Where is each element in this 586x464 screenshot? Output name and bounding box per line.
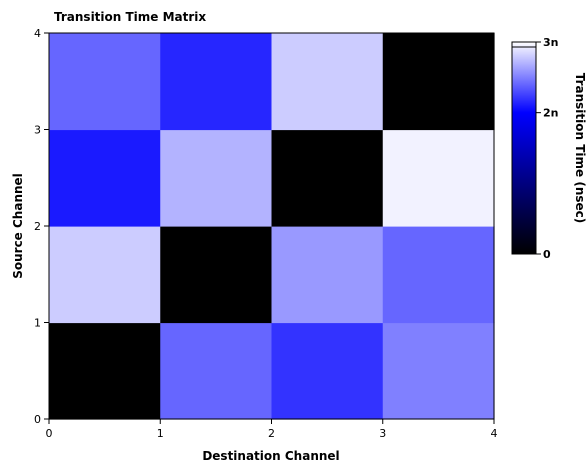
heatmap-cell-src0-dst0: [49, 322, 161, 420]
x-tick-label: 0: [46, 427, 53, 440]
heatmap-cell-src0-dst3: [382, 322, 495, 420]
y-tick-label: 0: [34, 413, 41, 426]
colorbar-tick-label: 3n: [543, 36, 559, 49]
heatmap-cell-src3-dst3: [382, 33, 495, 131]
y-axis-label: Source Channel: [11, 173, 25, 279]
heatmap-cell-src2-dst3: [382, 129, 495, 227]
colorbar-ticks: 0 2n 3n: [536, 36, 559, 261]
heatmap-cell-src0-dst2: [271, 322, 384, 420]
heatmap-cell-src3-dst2: [271, 33, 384, 131]
heatmap-cells: [49, 33, 495, 420]
colorbar-gradient: [511, 41, 537, 255]
x-tick-label: 1: [157, 427, 164, 440]
heatmap-cell-src2-dst2: [271, 129, 384, 227]
chart-title: Transition Time Matrix: [54, 10, 206, 24]
x-tick-label: 4: [491, 427, 498, 440]
heatmap-cell-src1-dst3: [382, 226, 495, 324]
y-tick-label: 1: [34, 317, 41, 330]
heatmap-cell-src3-dst0: [49, 33, 161, 131]
colorbar: 0 2n 3n Transition Time (nsec): [511, 36, 586, 261]
colorbar-tick-label: 2n: [543, 107, 559, 120]
heatmap-cell-src2-dst0: [49, 129, 161, 227]
colorbar-label: Transition Time (nsec): [573, 73, 586, 224]
y-tick-label: 3: [34, 124, 41, 137]
heatmap-cell-src1-dst2: [271, 226, 384, 324]
x-axis-label: Destination Channel: [202, 449, 339, 463]
colorbar-tick-label: 0: [543, 248, 551, 261]
heatmap-cell-src0-dst1: [160, 322, 273, 420]
x-axis: 0 1 2 3 4: [46, 419, 498, 440]
x-tick-label: 2: [268, 427, 275, 440]
heatmap-cell-src3-dst1: [160, 33, 273, 131]
colorbar-top-marker: [511, 41, 537, 48]
y-axis: 0 1 2 3 4: [34, 27, 49, 426]
heatmap-cell-src1-dst1: [160, 226, 273, 324]
heatmap-cell-src2-dst1: [160, 129, 273, 227]
x-tick-label: 3: [379, 427, 386, 440]
y-tick-label: 4: [34, 27, 41, 40]
heatmap-cell-src1-dst0: [49, 226, 161, 324]
y-tick-label: 2: [34, 220, 41, 233]
